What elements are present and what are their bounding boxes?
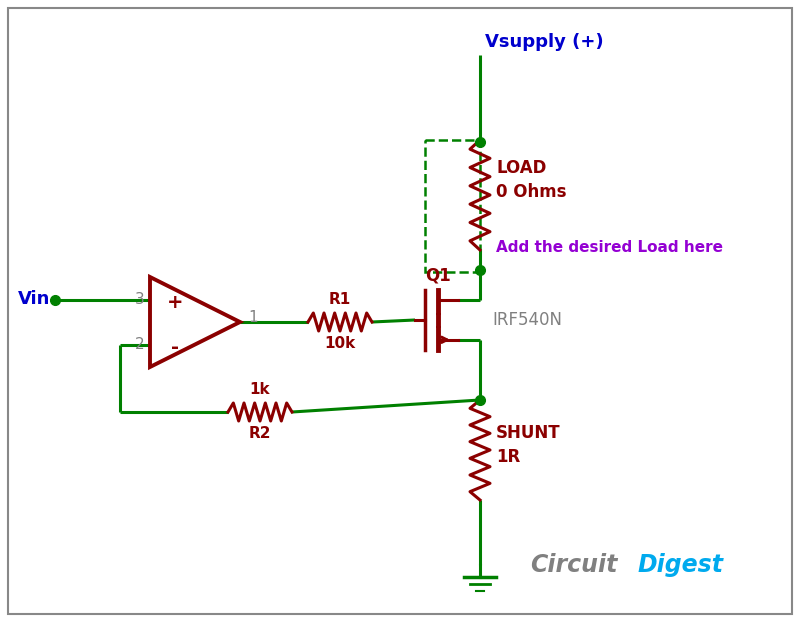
Text: Vin: Vin — [18, 290, 50, 309]
Text: 1k: 1k — [250, 383, 270, 397]
Text: 10k: 10k — [324, 337, 356, 351]
Text: R1: R1 — [329, 292, 351, 307]
Text: Q1: Q1 — [425, 266, 450, 284]
Text: SHUNT
1R: SHUNT 1R — [496, 424, 561, 466]
Text: Vsupply (+): Vsupply (+) — [485, 33, 604, 51]
Text: R2: R2 — [249, 427, 271, 442]
Text: Digest: Digest — [638, 553, 724, 577]
Text: 2: 2 — [135, 337, 145, 352]
Text: 3: 3 — [135, 292, 145, 307]
Text: -: - — [171, 338, 179, 357]
Text: 1: 1 — [248, 310, 258, 325]
Text: LOAD
0 Ohms: LOAD 0 Ohms — [496, 159, 566, 201]
Text: Add the desired Load here: Add the desired Load here — [496, 239, 723, 254]
Bar — [425, 140, 480, 272]
Text: IRF540N: IRF540N — [492, 311, 562, 329]
Text: Circuit: Circuit — [530, 553, 618, 577]
Text: +: + — [166, 293, 183, 312]
